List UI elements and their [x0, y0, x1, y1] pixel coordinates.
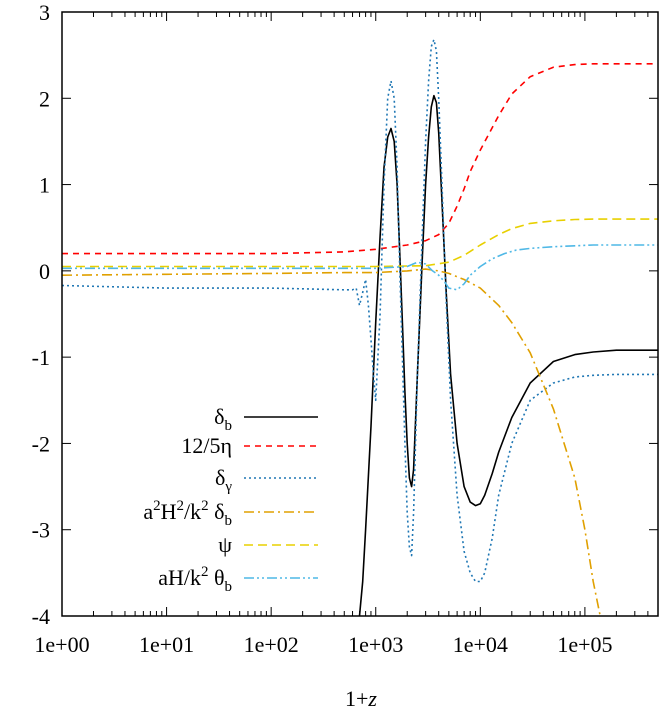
y-tick-label: -1	[32, 345, 50, 370]
legend-label-5: aH/k2 θb	[158, 564, 232, 595]
plot-frame	[61, 11, 659, 617]
tick-marks	[61, 11, 659, 617]
legend-label-2: δγ	[215, 465, 232, 495]
legend-label-0: δb	[214, 404, 232, 434]
series-line-1	[62, 63, 658, 255]
series-layer	[62, 38, 658, 616]
x-axis-label: 1+z	[345, 686, 377, 711]
x-tick-label: 1e+04	[453, 632, 508, 657]
x-tick-label: 1e+00	[34, 632, 89, 657]
series-line-4	[62, 218, 658, 268]
y-tick-label: -3	[32, 518, 50, 543]
x-tick-label: 1e+02	[244, 632, 299, 657]
legend-label-3: a2H2/k2 δb	[143, 498, 232, 529]
y-tick-label: -4	[32, 604, 50, 629]
y-tick-label: 3	[39, 0, 50, 25]
tick-labels: 1e+00 1e+01 1e+02 1e+03 1e+04 1e+05 3 2 1 0 -1 -2 -3…	[32, 0, 613, 657]
series-line-2	[62, 38, 658, 583]
y-tick-label: 2	[39, 86, 50, 111]
series-line-3	[62, 268, 601, 616]
y-tick-label: -2	[32, 431, 50, 456]
series-line-0	[358, 94, 658, 616]
y-tick-label: 0	[39, 259, 50, 284]
legend-label-1: 12/5η	[181, 433, 232, 458]
legend-label-4: ψ	[218, 532, 232, 557]
y-tick-label: 1	[39, 173, 50, 198]
x-tick-label: 1e+03	[348, 632, 403, 657]
x-tick-label: 1e+05	[557, 632, 612, 657]
x-tick-label: 1e+01	[139, 632, 194, 657]
series-line-5	[62, 244, 658, 291]
